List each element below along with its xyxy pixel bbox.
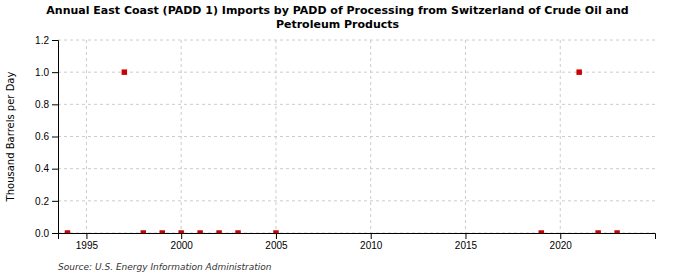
x-axis-tick: 2000 (171, 233, 194, 251)
y-axis-tick-label: 0.0 (35, 228, 49, 239)
x-axis-tick-mark (276, 233, 277, 239)
x-axis-tick-label: 2015 (455, 240, 478, 251)
title: Annual East Coast (PADD 1) Imports by PA… (46, 4, 628, 31)
grid-line-x (86, 40, 87, 233)
x-axis-tick-label: 2000 (171, 240, 194, 251)
point (159, 230, 164, 233)
y-axis-tick-label: 1.2 (35, 35, 49, 46)
y-axis-tick: 1.0 (35, 67, 58, 78)
x-axis-tick: 2005 (265, 233, 288, 251)
grid-line-x (465, 40, 466, 233)
y-axis-tick: 0.0 (35, 228, 58, 239)
y-axis-tick: 0.2 (35, 196, 58, 207)
x-axis-tick-mark (560, 233, 561, 239)
point (235, 230, 240, 233)
point (576, 69, 581, 74)
x-axis-tick-mark (465, 233, 466, 239)
grid-line-y (58, 72, 655, 73)
y-axis-tick-mark (52, 169, 58, 170)
point (273, 230, 278, 233)
point (539, 230, 544, 233)
x-axis-line (59, 234, 656, 240)
x-axis-tick: 2020 (550, 233, 573, 251)
x-axis-tick: 2010 (360, 233, 383, 251)
x-axis-tick-label: 2010 (360, 240, 383, 251)
grid (58, 40, 655, 233)
grid-line-y (58, 136, 655, 137)
y-axis-tick-label: 0.8 (35, 99, 49, 110)
point (614, 230, 619, 233)
grid-line-y (58, 40, 655, 41)
y-axis-title: Thousand Barrels per Day (5, 72, 16, 203)
x-axis-tick: 1995 (76, 233, 99, 251)
x-axis-tick: 2015 (455, 233, 478, 251)
grid-line-x (560, 40, 561, 233)
y-axis-tick: 1.2 (35, 35, 58, 46)
y-axis-line (52, 41, 59, 234)
grid-line-y (58, 168, 655, 169)
title-line: Annual East Coast (PADD 1) Imports by PA… (46, 4, 628, 17)
point (141, 230, 146, 233)
x-axis-tick-label: 2020 (550, 240, 573, 251)
plot: 1995 2000 2005 2010 2015 2020 0.0 0.2 0.4 0.6 0.8 1… (35, 35, 655, 251)
points (65, 69, 620, 233)
x-axis-tick-label: 2005 (265, 240, 288, 251)
y-axis-tick-label: 1.0 (35, 67, 49, 78)
point (197, 230, 202, 233)
point (178, 230, 183, 233)
grid-line-y (58, 200, 655, 201)
y-axis-tick-mark (52, 233, 58, 234)
y-axis-tick-mark (52, 104, 58, 105)
x-axis-tick-mark (371, 233, 372, 239)
point (122, 69, 127, 74)
point (595, 230, 600, 233)
y-axis-tick: 0.4 (35, 163, 58, 174)
x-axis-tick-mark (86, 233, 87, 239)
x-axis: 1995 2000 2005 2010 2015 2020 (59, 233, 656, 251)
y-axis-tick-label: 0.6 (35, 131, 49, 142)
y-axis-tick-mark (52, 40, 58, 41)
y-axis-tick-mark (52, 137, 58, 138)
y-axis-tick: 0.6 (35, 131, 58, 142)
y-axis-tick-mark (52, 72, 58, 73)
chart: 1995 2000 2005 2010 2015 2020 0.0 0.2 0.4 0.6 0.8 1… (0, 0, 675, 275)
y-axis-tick: 0.8 (35, 99, 58, 110)
y-axis-tick-label: 0.2 (35, 196, 49, 207)
y-axis-tick-mark (52, 201, 58, 202)
x-axis-tick-mark (181, 233, 182, 239)
point (65, 230, 70, 233)
grid-line-y (58, 104, 655, 105)
title-line: Petroleum Products (276, 18, 400, 31)
annotation: Source: U.S. Energy Information Administ… (58, 262, 272, 272)
x-axis-tick-label: 1995 (76, 240, 99, 251)
y-axis: 0.0 0.2 0.4 0.6 0.8 1.0 1.2 (35, 35, 58, 239)
y-axis-tick-label: 0.4 (35, 163, 49, 174)
point (216, 230, 221, 233)
